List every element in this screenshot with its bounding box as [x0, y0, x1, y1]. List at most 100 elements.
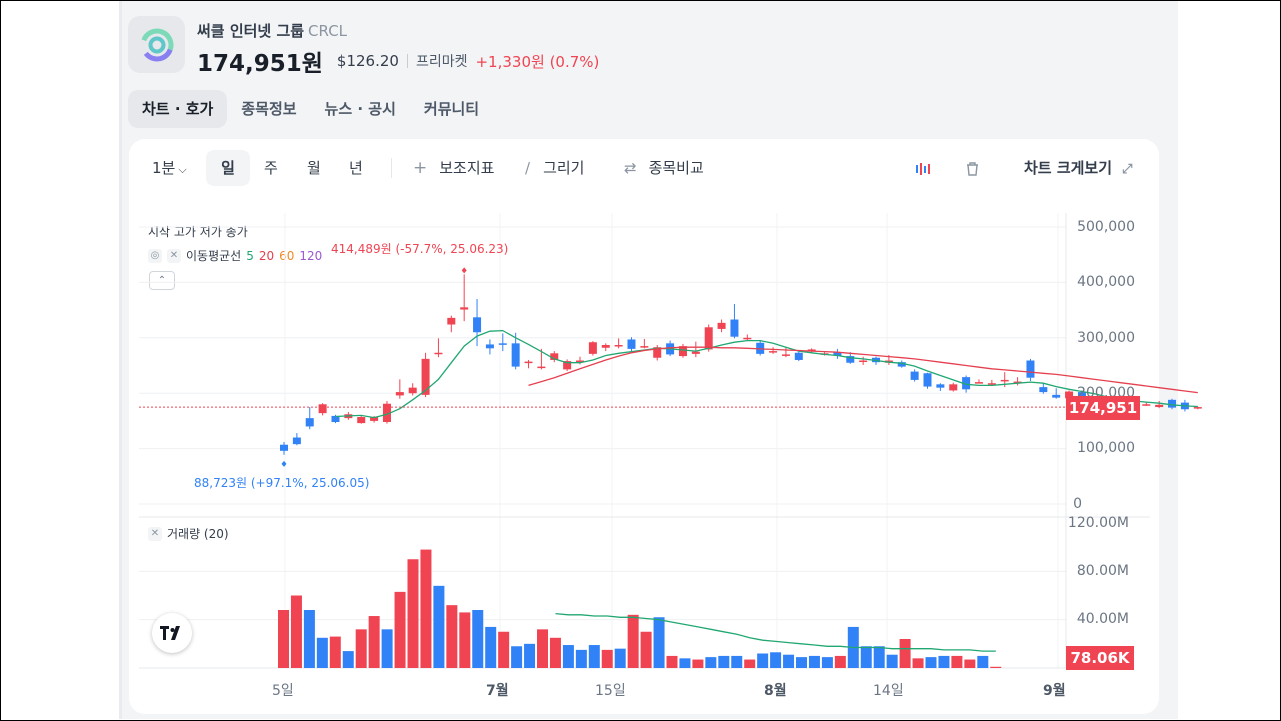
candle-body: [807, 349, 816, 351]
indicator-button[interactable]: + 보조지표: [413, 158, 495, 178]
volume-bar: [278, 610, 289, 668]
volume-bar: [808, 655, 820, 668]
chevron-up-icon: ⌃: [157, 275, 167, 286]
volume-bar: [964, 659, 976, 668]
left-margin: [1, 1, 119, 719]
close-icon[interactable]: ✕: [148, 526, 162, 541]
tab-chart-orderbook[interactable]: 차트 · 호가: [128, 90, 228, 128]
volume-bar: [731, 655, 743, 668]
x-axis-label: 9월: [1043, 683, 1066, 699]
volume-bar: [912, 658, 924, 668]
period-month[interactable]: 월: [307, 159, 321, 177]
tab-community[interactable]: 커뮤니티: [423, 100, 480, 118]
collapse-legend-button[interactable]: ⌃: [149, 271, 175, 290]
candle-body: [473, 317, 482, 333]
volume-bar: [899, 639, 911, 668]
volume-bar: [679, 658, 691, 668]
candle-body: [897, 362, 906, 367]
volume-bar: [562, 645, 574, 668]
volume-bar: [886, 654, 898, 668]
volume-bar: [459, 612, 471, 668]
candle-body: [524, 361, 533, 364]
volume-bar: [977, 655, 989, 668]
candle-body: [846, 356, 855, 363]
price-axis-label: 500,000: [1077, 219, 1135, 235]
candle-body: [1013, 381, 1022, 384]
volume-bar: [433, 585, 445, 668]
candle-body: [434, 352, 443, 355]
volume-bar: [718, 655, 730, 668]
tradingview-logo[interactable]: [152, 613, 192, 653]
candle-body: [691, 351, 700, 354]
candle-body: [331, 415, 340, 423]
candle-body: [421, 358, 430, 395]
tab-news[interactable]: 뉴스 · 공시: [324, 100, 396, 118]
volume-bar: [692, 659, 704, 668]
compare-button[interactable]: ⇄ 종목비교: [624, 159, 704, 177]
volume-bar: [588, 645, 600, 668]
trash-icon: [967, 161, 978, 176]
volume-bar: [472, 610, 484, 668]
x-axis-label: 5일: [272, 683, 294, 699]
candle-body: [678, 346, 687, 357]
period-year[interactable]: 년: [349, 159, 363, 177]
volume-bar: [381, 629, 393, 668]
volume-bar: [394, 591, 406, 668]
interval-dropdown[interactable]: 1분 ⌵: [152, 159, 187, 177]
current-volume-tag: 78.06K: [1066, 646, 1134, 670]
volume-bar: [705, 657, 717, 668]
candle-body: [1193, 407, 1202, 409]
candle-body: [447, 317, 456, 325]
stock-tabs: 차트 · 호가 종목정보 뉴스 · 공시 커뮤니티: [128, 90, 493, 128]
price-change: +1,330원 (0.7%): [475, 52, 600, 71]
expand-icon: ⤢: [1122, 162, 1133, 177]
close-icon[interactable]: ✕: [167, 248, 181, 263]
candle-body: [382, 403, 391, 423]
x-axis-label: 8월: [764, 683, 787, 699]
candle-body: [511, 343, 520, 367]
volume-bar: [537, 629, 548, 668]
candle-body: [962, 377, 971, 390]
divider: [406, 54, 408, 68]
volume-bar: [446, 605, 458, 668]
volume-bar: [614, 648, 626, 668]
candle-body: [743, 337, 752, 340]
volume-bar: [290, 595, 302, 668]
x-axis-label: 14일: [873, 683, 904, 699]
volume-bar: [407, 559, 419, 668]
eye-off-icon[interactable]: ◎: [148, 248, 162, 263]
candle-body: [1000, 379, 1009, 382]
low-marker: [281, 460, 287, 467]
period-day[interactable]: 일: [206, 150, 250, 186]
ma-60: 60: [279, 248, 295, 263]
volume-bar: [821, 657, 833, 668]
volume-bar: [498, 631, 510, 668]
candle-body: [1077, 392, 1086, 400]
candle-body: [485, 344, 494, 349]
tab-stock-info[interactable]: 종목정보: [241, 100, 297, 118]
candle-body: [987, 383, 996, 385]
volume-bar: [355, 629, 367, 668]
ma-label: 이동평균선: [186, 249, 242, 263]
price-axis-label: 0: [1073, 496, 1082, 512]
period-week[interactable]: 주: [264, 159, 278, 177]
current-price: 174,951원: [197, 51, 323, 77]
expand-chart-button[interactable]: 차트 크게보기 ⤢: [1024, 159, 1133, 177]
volume-bar: [796, 657, 807, 668]
delete-button[interactable]: [965, 150, 980, 186]
chart-type-button[interactable]: [915, 150, 931, 186]
volume-label: 거래량 (20): [167, 527, 229, 541]
candle-body: [923, 373, 932, 387]
volume-bar: [303, 610, 315, 668]
ma20-line: [528, 346, 1198, 394]
candle-body: [1052, 394, 1061, 398]
candle-body: [859, 360, 868, 363]
volume-bar: [990, 666, 1002, 668]
draw-button[interactable]: ∕ 그리기: [525, 159, 585, 177]
candle-body: [537, 366, 546, 369]
candle-body: [280, 444, 288, 451]
x-axis-label: 15일: [595, 683, 626, 699]
ma-20: 20: [258, 248, 275, 263]
volume-bar: [329, 636, 341, 668]
